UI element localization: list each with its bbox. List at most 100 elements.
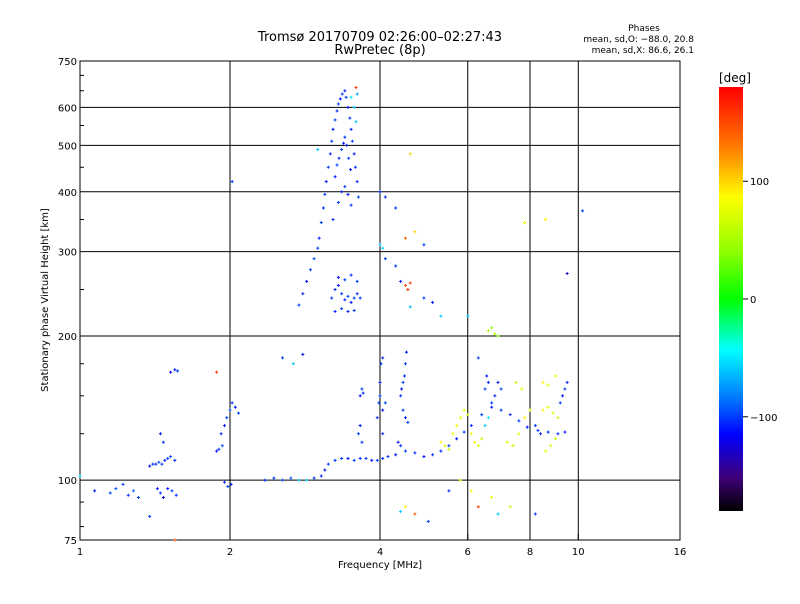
data-point: [347, 156, 351, 160]
data-point: [439, 314, 443, 318]
data-point: [331, 127, 335, 131]
data-point: [343, 185, 347, 189]
data-point: [352, 309, 356, 313]
data-point: [219, 432, 223, 436]
data-point: [469, 424, 473, 428]
data-point: [447, 489, 451, 493]
data-point: [215, 370, 219, 374]
data-point: [493, 394, 497, 398]
data-point: [466, 413, 470, 417]
data-point: [413, 512, 417, 516]
data-point: [355, 279, 359, 283]
data-point: [157, 460, 161, 464]
data-point: [556, 416, 560, 420]
data-point: [340, 92, 344, 96]
data-point: [308, 268, 312, 272]
data-point: [553, 374, 557, 378]
data-point: [399, 444, 403, 448]
data-point: [476, 444, 480, 448]
data-point: [370, 458, 374, 462]
data-point: [375, 458, 379, 462]
data-point: [551, 411, 555, 415]
data-point: [378, 380, 382, 384]
data-point: [458, 416, 462, 420]
data-point: [352, 105, 356, 109]
data-point: [346, 456, 350, 460]
data-point: [558, 401, 562, 405]
data-point: [514, 380, 518, 384]
data-point: [215, 449, 219, 453]
data-point: [381, 408, 385, 412]
data-point: [508, 505, 512, 509]
data-point: [523, 221, 527, 225]
data-point: [517, 419, 521, 423]
data-point: [404, 350, 408, 354]
data-point: [323, 468, 327, 472]
data-point: [431, 300, 435, 304]
data-point: [355, 292, 359, 296]
data-point: [272, 476, 276, 480]
data-point: [563, 430, 567, 434]
data-point: [326, 462, 330, 466]
data-point: [355, 180, 359, 184]
data-point: [336, 275, 340, 279]
data-point: [378, 394, 382, 398]
data-point: [394, 264, 398, 268]
data-point: [462, 430, 466, 434]
data-point: [333, 118, 337, 122]
data-point: [541, 380, 545, 384]
data-point: [340, 456, 344, 460]
chart-title: Tromsø 20170709 02:26:00–02:27:43: [257, 30, 502, 45]
data-point: [343, 298, 347, 302]
data-point: [549, 444, 553, 448]
data-point: [353, 165, 357, 169]
data-point: [462, 408, 466, 412]
data-point: [326, 165, 330, 169]
data-point: [297, 303, 301, 307]
data-point: [330, 296, 334, 300]
data-point: [305, 478, 309, 482]
data-point: [352, 152, 356, 156]
x-axis-label: Frequency [MHz]: [338, 560, 422, 571]
data-point: [291, 362, 295, 366]
data-point: [155, 487, 159, 491]
data-point: [173, 368, 177, 372]
data-point: [413, 230, 417, 234]
data-point: [340, 307, 344, 311]
data-point: [158, 432, 162, 436]
data-point: [174, 493, 178, 497]
data-point: [394, 206, 398, 210]
data-point: [163, 458, 167, 462]
data-point: [336, 283, 340, 287]
data-point: [483, 424, 487, 428]
data-point: [342, 141, 346, 145]
data-point: [114, 487, 118, 491]
data-point: [335, 163, 339, 167]
data-point: [447, 447, 451, 451]
x-tick-label: 8: [527, 547, 533, 558]
data-point: [297, 478, 301, 482]
data-point: [328, 152, 332, 156]
data-point: [233, 405, 237, 409]
data-point: [338, 97, 342, 101]
data-point: [217, 447, 221, 451]
data-point: [544, 218, 548, 222]
x-tick-label: 1: [77, 547, 83, 558]
data-point: [316, 246, 320, 250]
data-point: [358, 424, 362, 428]
data-point: [226, 484, 230, 488]
data-point: [355, 92, 359, 96]
data-point: [553, 437, 557, 441]
data-point: [358, 394, 362, 398]
data-point: [466, 314, 470, 318]
data-point: [447, 444, 451, 448]
data-point: [169, 370, 173, 374]
data-point: [166, 487, 170, 491]
data-point: [383, 195, 387, 199]
data-point: [78, 474, 82, 478]
data-point: [340, 148, 344, 152]
data-point: [236, 411, 240, 415]
y-tick-label: 300: [58, 248, 77, 259]
data-point: [383, 257, 387, 261]
data-point: [408, 305, 412, 309]
